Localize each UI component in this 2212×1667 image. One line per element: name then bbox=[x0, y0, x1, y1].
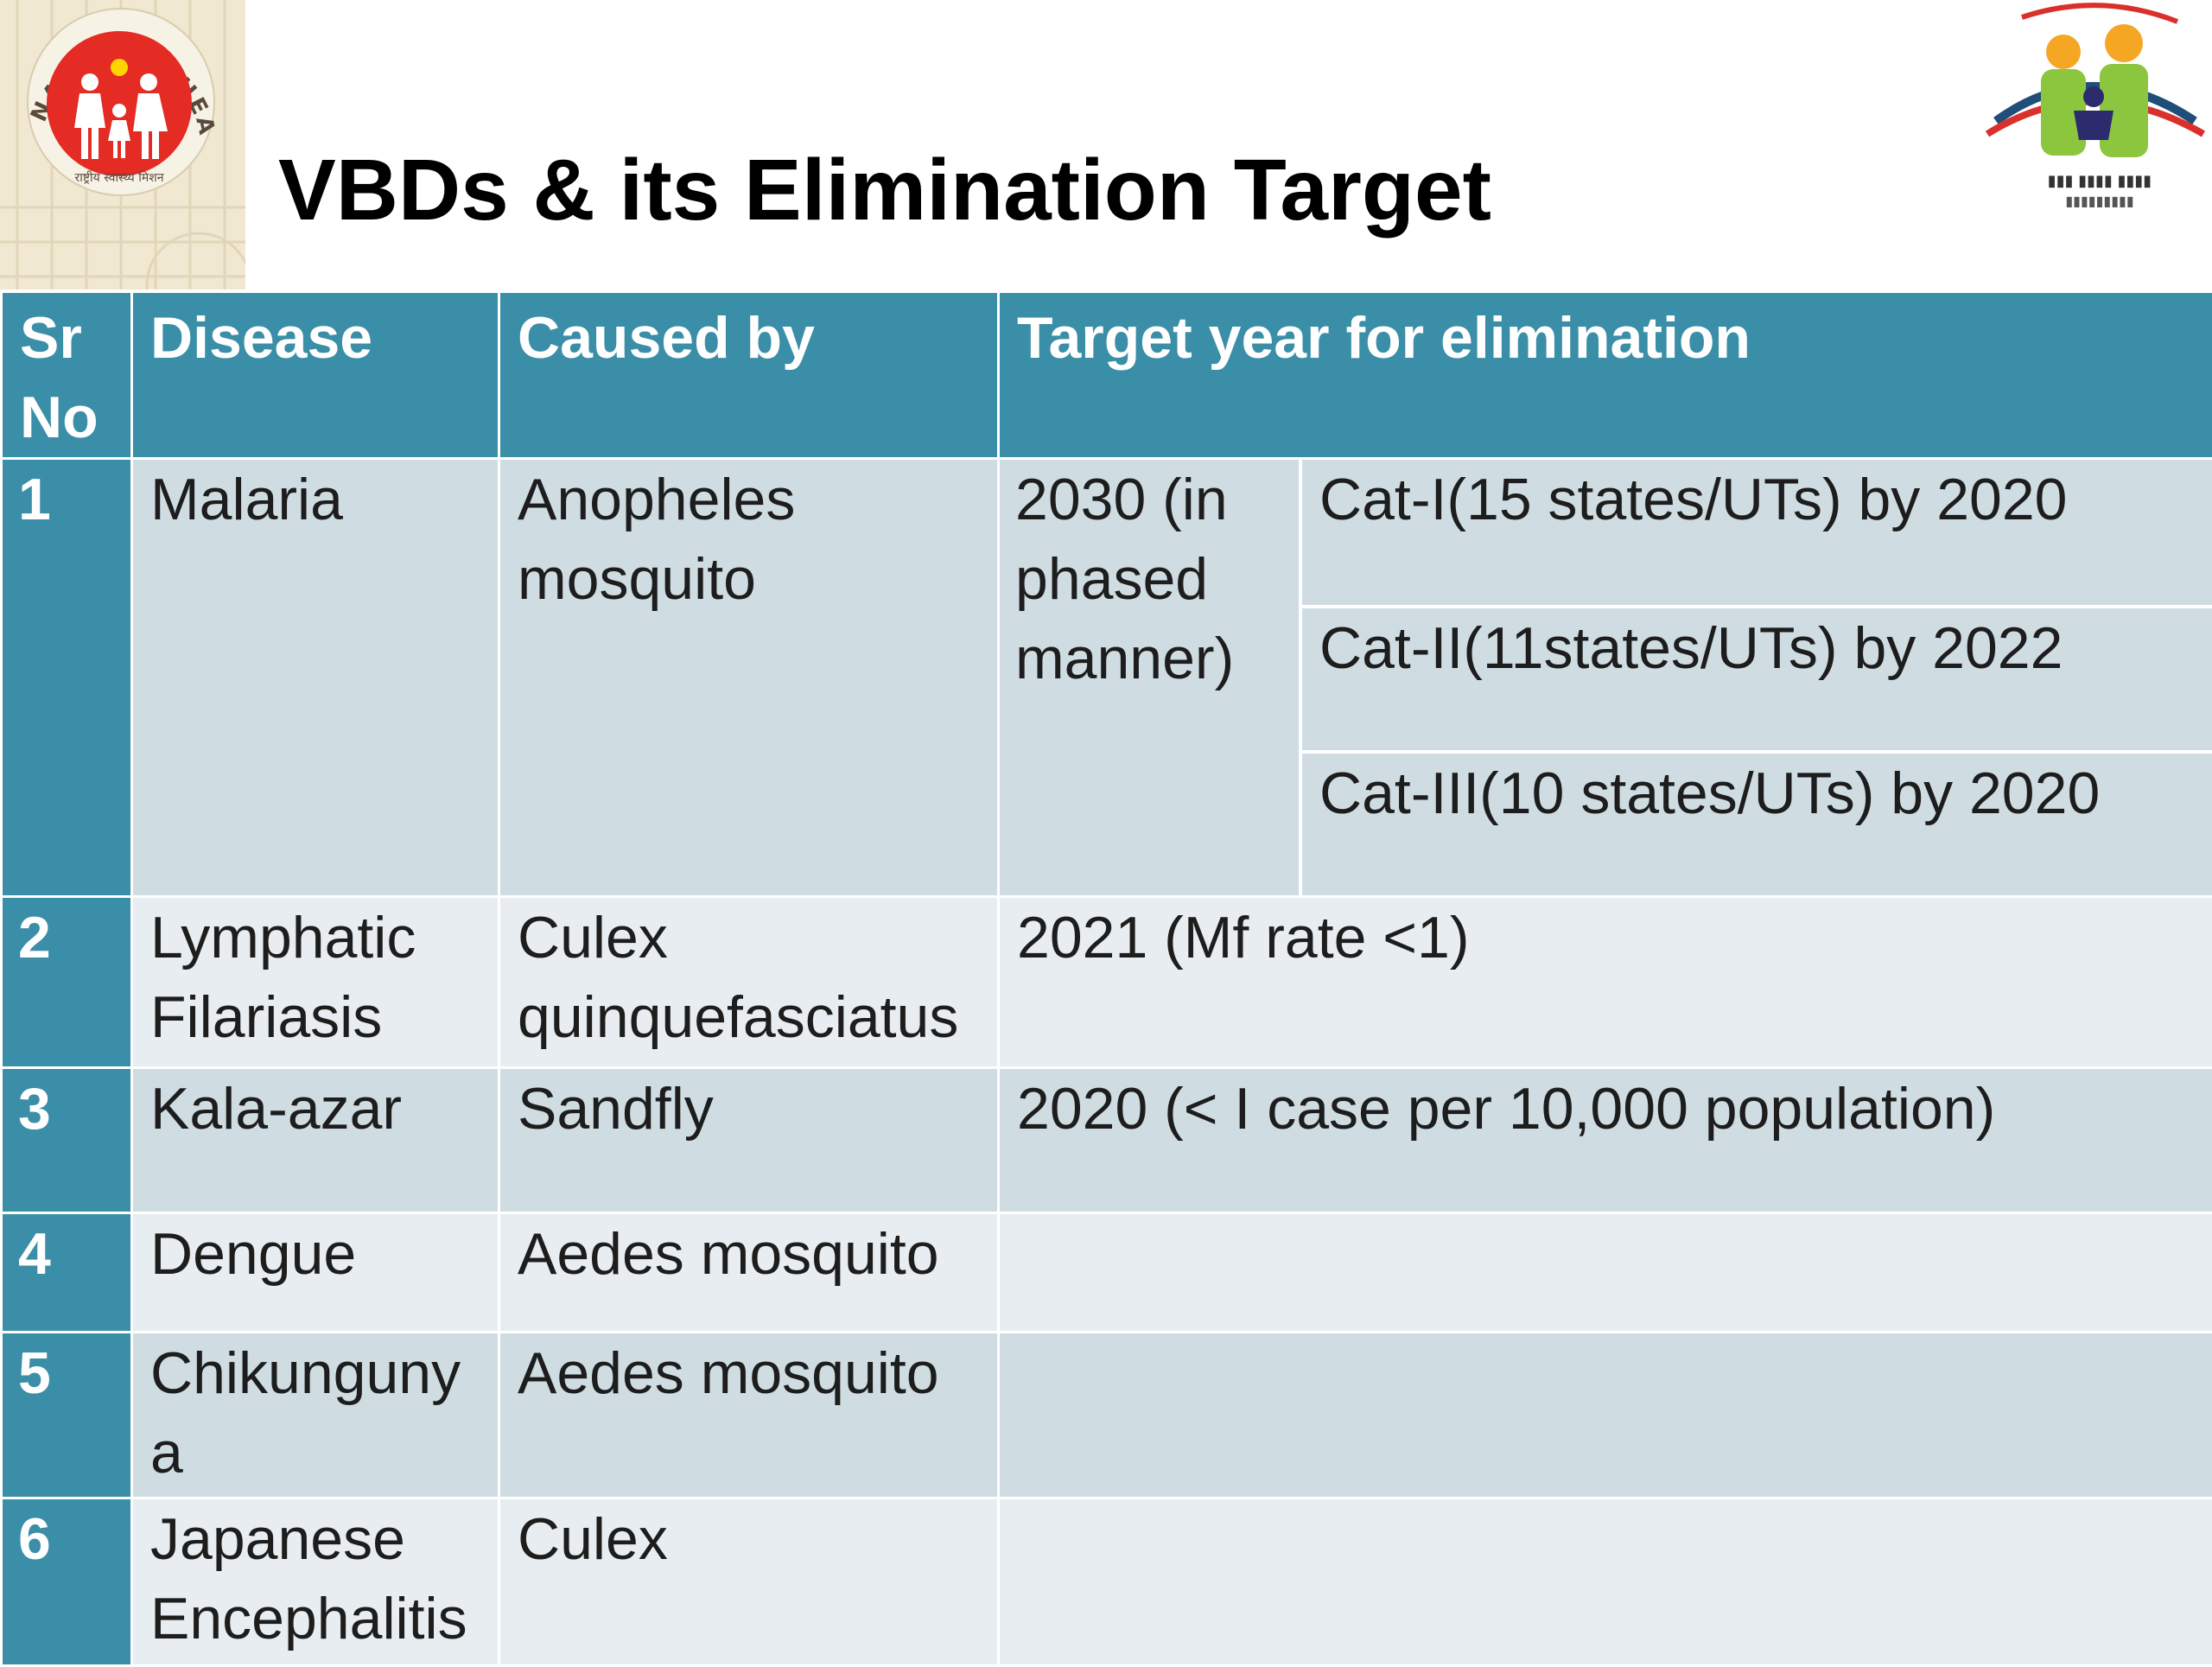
row-target bbox=[999, 1498, 2212, 1666]
row-sr: 6 bbox=[2, 1498, 132, 1666]
row-target bbox=[999, 1333, 2212, 1498]
row-disease: Lymphatic Filariasis bbox=[132, 897, 499, 1068]
row-sr: 2 bbox=[2, 897, 132, 1068]
row-disease: Chikunguny a bbox=[132, 1333, 499, 1498]
row-sr: 3 bbox=[2, 1068, 132, 1213]
row-caused-by: Aedes mosquito bbox=[499, 1213, 999, 1333]
vbd-table: Sr No Disease Caused by Target year for … bbox=[0, 290, 2212, 1667]
category-item: Cat-III(10 states/UTs) by 2020 bbox=[1302, 750, 2212, 895]
row-sr: 5 bbox=[2, 1333, 132, 1498]
row-disease: Kala-azar bbox=[132, 1068, 499, 1213]
row-target: 2020 (< I case per 10,000 population) bbox=[999, 1068, 2212, 1213]
category-item: Cat-I(15 states/UTs) by 2020 bbox=[1302, 460, 2212, 605]
header-disease: Disease bbox=[132, 292, 499, 459]
svg-text:राष्ट्रीय स्वास्थ्य मिशन: राष्ट्रीय स्वास्थ्य मिशन bbox=[74, 170, 163, 185]
row-caused-by: Culex quinquefasciatus bbox=[499, 897, 999, 1068]
svg-text:▮▮▮▮▮▮▮▮▮: ▮▮▮▮▮▮▮▮▮ bbox=[2065, 193, 2133, 209]
row-caused-by: Anopheles mosquito bbox=[499, 459, 999, 897]
table-row: 6 Japanese Encephalitis Culex bbox=[2, 1498, 2212, 1666]
row-sr: 1 bbox=[2, 459, 132, 897]
header-caused-by: Caused by bbox=[499, 292, 999, 459]
row-caused-by: Culex bbox=[499, 1498, 999, 1666]
table-row: 3 Kala-azar Sandfly 2020 (< I case per 1… bbox=[2, 1068, 2212, 1213]
row-target: 2030 (in phased manner) Cat-I(15 states/… bbox=[999, 459, 2212, 897]
row-target bbox=[999, 1213, 2212, 1333]
table-row: 1 Malaria Anopheles mosquito 2030 (in ph… bbox=[2, 459, 2212, 897]
table-row: 5 Chikunguny a Aedes mosquito bbox=[2, 1333, 2212, 1498]
row-disease: Dengue bbox=[132, 1213, 499, 1333]
slide-title: VBDs & its Elimination Target bbox=[278, 147, 1491, 233]
row-caused-by: Sandfly bbox=[499, 1068, 999, 1213]
header-sr-no: Sr No bbox=[2, 292, 132, 459]
svg-text:▮▮▮ ▮▮▮▮ ▮▮▮▮: ▮▮▮ ▮▮▮▮ ▮▮▮▮ bbox=[2048, 172, 2152, 190]
table-row: 4 Dengue Aedes mosquito bbox=[2, 1213, 2212, 1333]
nhm-logo: NATIONAL HEALTH MISSION राष्ट्रीय स्वास्… bbox=[0, 0, 245, 289]
row-disease: Japanese Encephalitis bbox=[132, 1498, 499, 1666]
row-caused-by: Aedes mosquito bbox=[499, 1333, 999, 1498]
row-disease: Malaria bbox=[132, 459, 499, 897]
row-sr: 4 bbox=[2, 1213, 132, 1333]
malaria-target-year: 2030 (in phased manner) bbox=[1000, 460, 1302, 895]
ministry-logo: ▮▮▮ ▮▮▮▮ ▮▮▮▮ ▮▮▮▮▮▮▮▮▮ bbox=[1970, 0, 2212, 216]
header-target-year: Target year for elimination bbox=[999, 292, 2212, 459]
row-target: 2021 (Mf rate <1) bbox=[999, 897, 2212, 1068]
category-item: Cat-II(11states/UTs) by 2022 bbox=[1302, 605, 2212, 750]
malaria-categories: Cat-I(15 states/UTs) by 2020 Cat-II(11st… bbox=[1302, 460, 2212, 895]
table-row: 2 Lymphatic Filariasis Culex quinquefasc… bbox=[2, 897, 2212, 1068]
table-header-row: Sr No Disease Caused by Target year for … bbox=[2, 292, 2212, 459]
